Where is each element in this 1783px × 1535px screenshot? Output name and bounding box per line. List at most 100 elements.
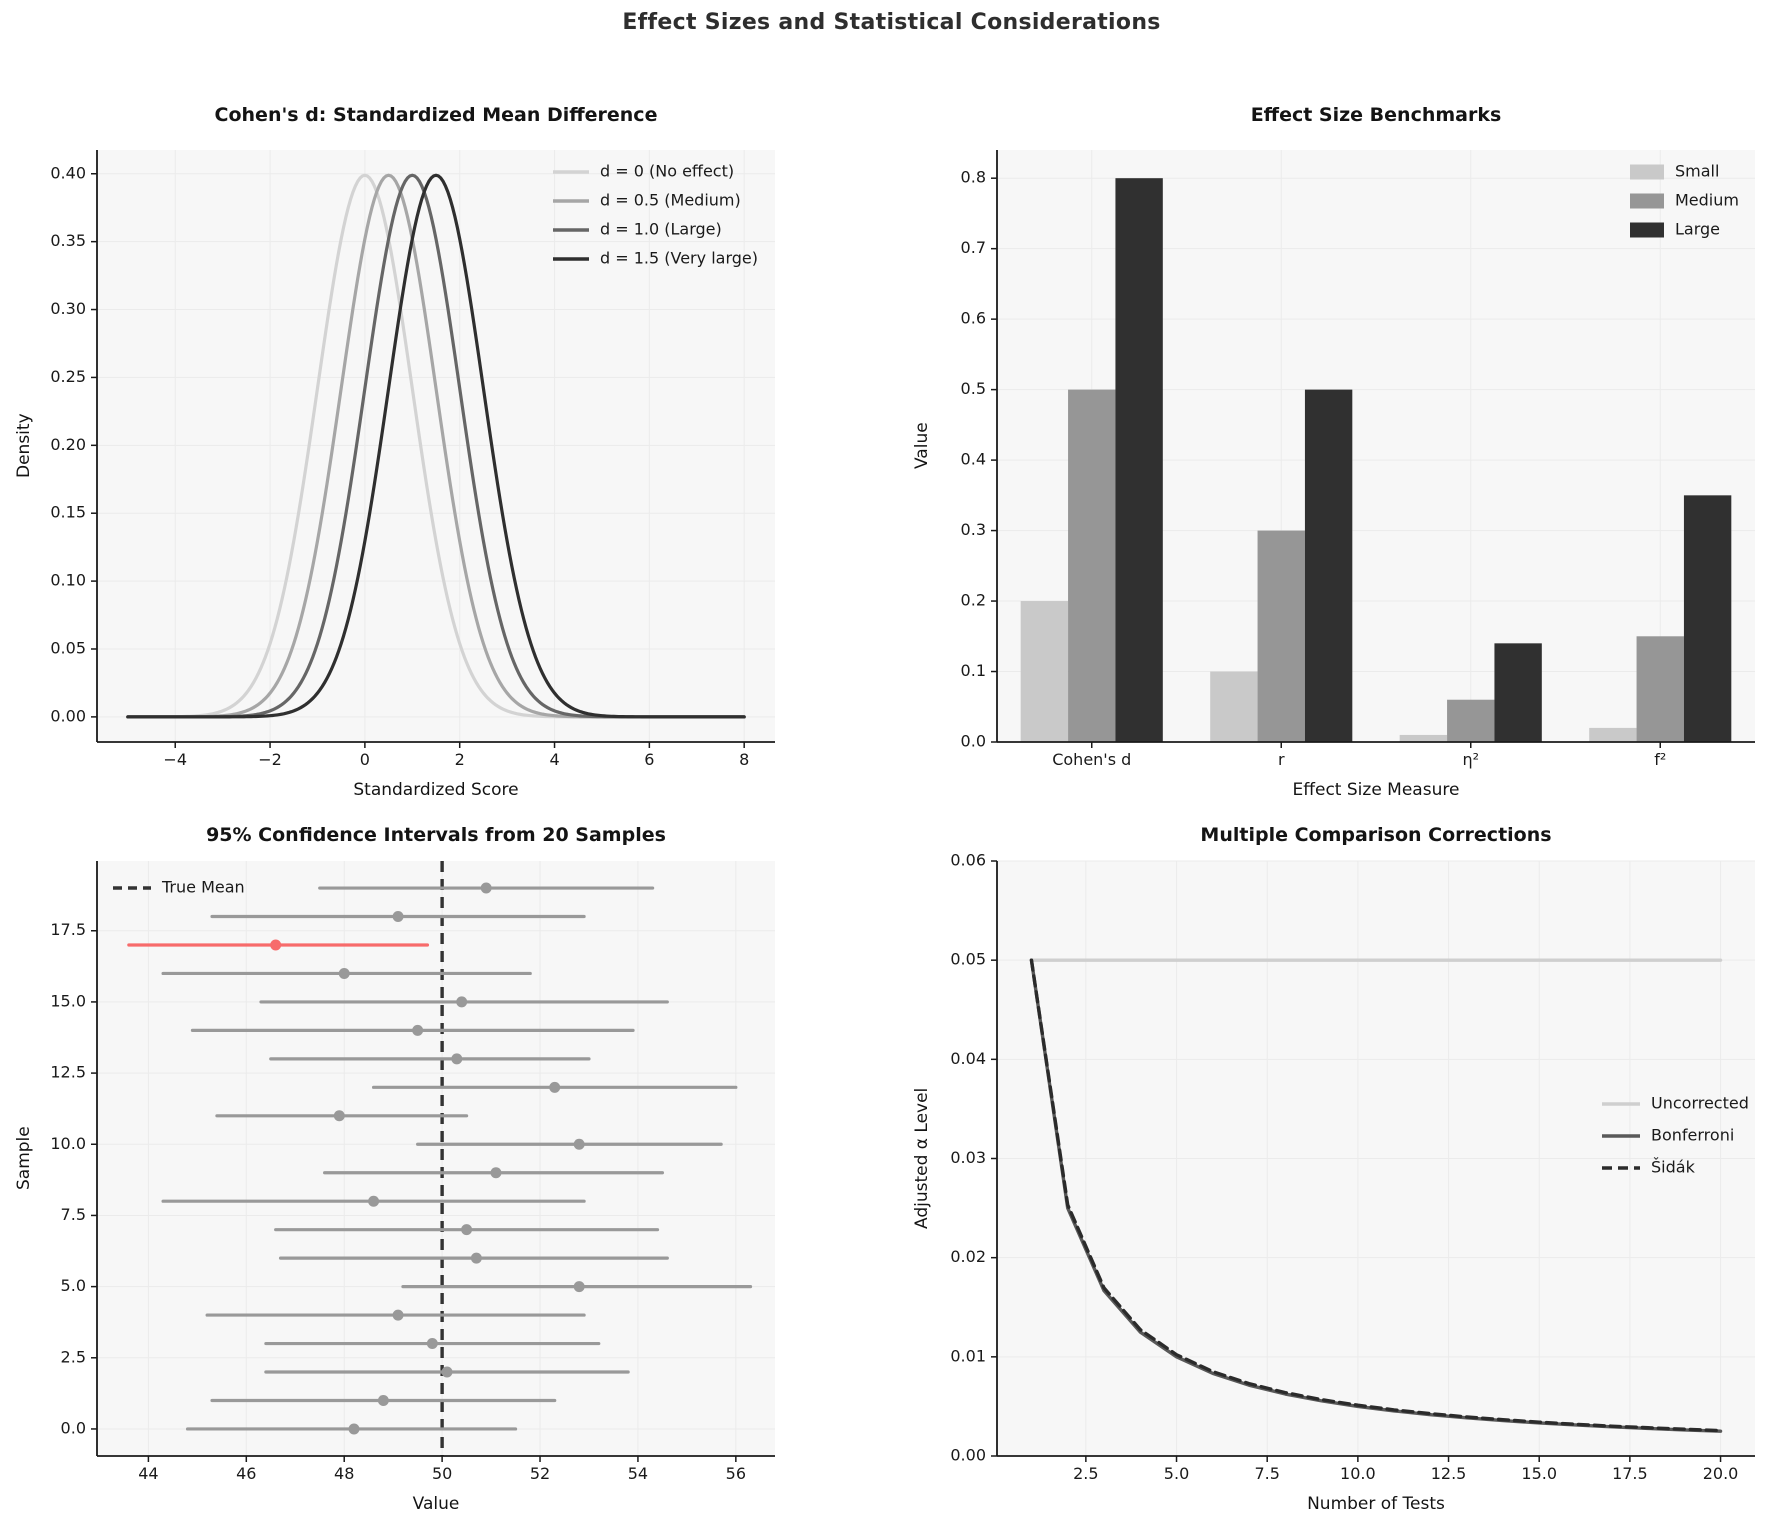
legend-label: d = 0.5 (Medium)	[600, 191, 741, 210]
bar-large-2	[1494, 643, 1542, 742]
legend-label: Small	[1675, 162, 1719, 181]
y-tick-label: 0.6	[961, 309, 986, 328]
x-axis-label-number-of-tests: Number of Tests	[1307, 1494, 1445, 1514]
y-tick-label: 2.5	[61, 1347, 86, 1366]
x-axis-label-value: Value	[412, 1494, 460, 1514]
y-tick-label: 0.00	[50, 706, 86, 725]
legend-swatch-medium	[1630, 193, 1664, 209]
ci-mean-dot-sample-0	[348, 1423, 360, 1435]
y-axis-label-sample: Sample	[14, 1126, 34, 1191]
x-tick-label: η²	[1462, 750, 1479, 769]
chart-corrections: 2.5 5.0 7.5 10.0 12.5 15.0 17.5 20.0 0.00 0.01 0.0…	[950, 851, 1755, 1483]
bar-small-2	[1399, 734, 1448, 742]
y-tick-label: 0.10	[50, 571, 86, 590]
legend-swatch-large	[1630, 222, 1664, 238]
y-tick-label: 7.5	[61, 1205, 86, 1224]
y-tick-label: 0.01	[950, 1346, 986, 1365]
confidence-intervals-plot-area	[97, 861, 775, 1456]
x-tick-label: 8	[739, 750, 749, 769]
y-axis-label-adjusted-alpha: Adjusted α Level	[912, 1087, 932, 1230]
y-axis-label-density: Density	[14, 413, 34, 479]
y-tick-label: 0.2	[961, 591, 986, 610]
gauss-curve-1.5	[126, 173, 746, 719]
x-tick-label: 6	[644, 750, 654, 769]
legend-label: Šidák	[1651, 1158, 1696, 1177]
x-tick-label: r	[1278, 750, 1285, 769]
x-tick-label: −2	[258, 750, 282, 769]
ci-mean-dot-sample-8	[368, 1195, 380, 1207]
legend-swatch-small	[1630, 164, 1664, 180]
ci-mean-dot-sample-7	[461, 1224, 473, 1236]
y-tick-label: 17.5	[50, 920, 86, 939]
legend-label: d = 1.0 (Large)	[600, 220, 722, 239]
x-tick-label: 52	[530, 1464, 550, 1483]
y-tick-label: 0.06	[950, 851, 986, 870]
ci-mean-dot-sample-17	[270, 939, 282, 951]
y-tick-label: 0.8	[961, 168, 986, 187]
chart-benchmarks: Cohen's d r η² f² 0.0 0.1 0.2 0.3 0.4 0.5 0.6 0.7 0.…	[961, 150, 1755, 769]
x-tick-label: 15.0	[1521, 1464, 1557, 1483]
y-tick-label: 0.00	[950, 1446, 986, 1465]
ci-mean-dot-sample-19	[480, 882, 492, 894]
y-tick-label: 0.30	[50, 299, 86, 318]
x-tick-label: 10.0	[1340, 1464, 1376, 1483]
ci-mean-dot-sample-13	[451, 1053, 463, 1065]
y-tick-label: 0.0	[61, 1418, 86, 1437]
y-tick-label: 0.05	[50, 638, 86, 657]
legend-label: d = 0 (No effect)	[600, 162, 734, 181]
x-tick-label: 4	[549, 750, 559, 769]
y-tick-label: 15.0	[50, 991, 86, 1010]
y-tick-label: 0.3	[961, 520, 986, 539]
ci-mean-dot-sample-15	[456, 996, 468, 1008]
bar-medium-1	[1257, 530, 1305, 742]
legend-label: d = 1.5 (Very large)	[600, 249, 758, 268]
y-tick-label: 0.0	[961, 732, 986, 751]
x-tick-label: 12.5	[1431, 1464, 1467, 1483]
y-tick-label: 0.4	[961, 450, 986, 469]
y-tick-label: 0.02	[950, 1247, 986, 1266]
x-tick-label: 20.0	[1703, 1464, 1739, 1483]
x-axis-label-effect-size-measure: Effect Size Measure	[1292, 780, 1460, 800]
ci-mean-dot-sample-2	[441, 1366, 453, 1378]
x-tick-label: 7.5	[1254, 1464, 1279, 1483]
bar-small-3	[1589, 727, 1637, 742]
correction-line-šidák	[1029, 958, 1723, 1433]
ci-mean-dot-sample-1	[377, 1394, 389, 1406]
x-tick-label: Cohen's d	[1052, 750, 1131, 769]
x-tick-label: f²	[1654, 750, 1666, 769]
x-axis-label-standardized-score: Standardized Score	[353, 780, 519, 800]
y-tick-label: 0.1	[961, 661, 986, 680]
bar-medium-3	[1636, 636, 1684, 742]
bar-small-1	[1210, 671, 1258, 742]
ci-mean-dot-sample-4	[392, 1309, 404, 1321]
ci-mean-dot-sample-16	[338, 967, 350, 979]
legend-label: Large	[1675, 220, 1720, 239]
legend-label: True Mean	[161, 878, 245, 897]
x-tick-label: −4	[163, 750, 187, 769]
legend-label: Uncorrected	[1651, 1094, 1749, 1113]
chart-cohens-d: −4 −2 0 2 4 6 8 0.00 0.05 0.10 0.15 0.20 0.25 0.30 0.3…	[50, 150, 775, 769]
y-tick-label: 0.05	[950, 950, 986, 969]
ci-mean-dot-sample-9	[490, 1167, 502, 1179]
y-tick-label: 0.40	[50, 163, 86, 182]
x-tick-label: 44	[138, 1464, 158, 1483]
y-tick-label: 0.03	[950, 1148, 986, 1167]
chart-title-corrections: Multiple Comparison Corrections	[1200, 824, 1552, 846]
figure-title: Effect Sizes and Statistical Considerati…	[622, 10, 1161, 35]
bar-medium-0	[1068, 389, 1116, 742]
x-tick-label: 2.5	[1073, 1464, 1098, 1483]
ci-mean-dot-sample-14	[412, 1024, 424, 1036]
x-tick-label: 54	[628, 1464, 648, 1483]
x-tick-label: 2	[455, 750, 465, 769]
y-axis-label-value: Value	[912, 422, 932, 470]
x-tick-label: 50	[432, 1464, 452, 1483]
y-tick-label: 0.35	[50, 231, 86, 250]
x-tick-label: 56	[726, 1464, 746, 1483]
bar-large-3	[1683, 495, 1732, 742]
chart-title-confidence-intervals: 95% Confidence Intervals from 20 Samples	[206, 824, 666, 846]
ci-mean-dot-sample-6	[470, 1252, 482, 1264]
legend-label: Medium	[1675, 191, 1739, 210]
x-tick-label: 46	[236, 1464, 256, 1483]
